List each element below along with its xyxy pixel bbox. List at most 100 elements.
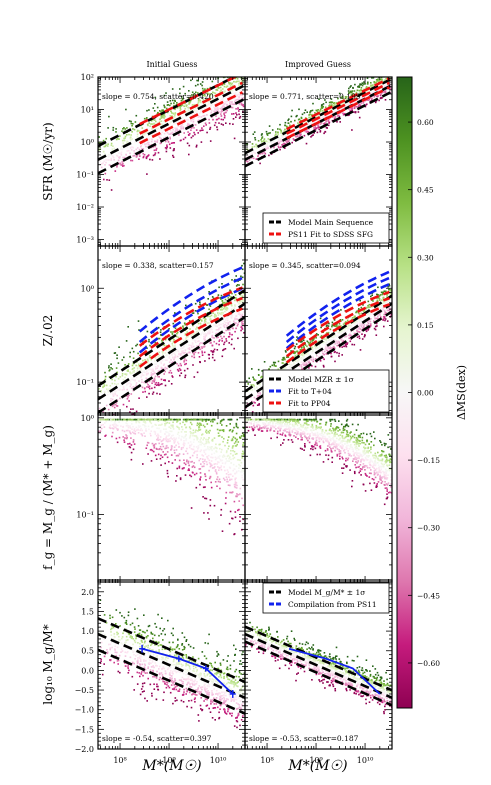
- data-point: [176, 349, 179, 352]
- data-point: [131, 378, 134, 381]
- data-point: [216, 332, 218, 335]
- data-point: [327, 331, 330, 334]
- legend-label: Model MZR ± 1σ: [288, 375, 354, 384]
- data-point: [194, 351, 197, 354]
- data-point: [193, 345, 195, 348]
- data-point: [333, 336, 335, 339]
- data-point: [115, 383, 118, 386]
- data-point: [242, 283, 244, 286]
- data-point: [197, 352, 200, 354]
- data-point: [325, 101, 327, 104]
- data-point: [214, 313, 216, 316]
- data-point: [287, 119, 289, 122]
- data-point: [348, 334, 350, 337]
- data-point: [342, 331, 344, 334]
- data-point: [304, 130, 306, 132]
- data-point: [201, 352, 204, 354]
- data-point: [320, 106, 323, 108]
- data-point: [238, 93, 241, 96]
- data-point: [129, 372, 132, 375]
- data-point: [298, 118, 301, 120]
- data-point: [390, 289, 392, 291]
- data-point: [181, 351, 184, 354]
- data-point: [243, 479, 245, 481]
- data-point: [127, 383, 129, 385]
- data-point: [152, 129, 155, 131]
- slope-annotation: slope = 0.771, scatter=0.199: [249, 92, 361, 101]
- data-point: [339, 121, 341, 123]
- data-point: [333, 345, 335, 348]
- data-point: [183, 359, 185, 362]
- data-point: [296, 360, 298, 363]
- data-point: [330, 352, 332, 355]
- data-point: [324, 343, 326, 346]
- data-point: [210, 105, 212, 107]
- data-point: [247, 280, 249, 282]
- data-point: [279, 148, 281, 151]
- data-point: [213, 337, 215, 339]
- data-point: [300, 357, 303, 359]
- data-point: [367, 304, 369, 307]
- data-point: [218, 122, 220, 124]
- data-point: [271, 364, 274, 367]
- data-point: [358, 323, 361, 325]
- fit2-line: [285, 303, 390, 364]
- data-point: [160, 378, 163, 381]
- data-point: [372, 312, 375, 315]
- data-point: [183, 346, 185, 348]
- data-point: [344, 343, 347, 345]
- data-point: [198, 112, 201, 115]
- data-point: [179, 126, 182, 128]
- data-point: [201, 87, 204, 90]
- data-point: [110, 397, 112, 400]
- data-point: [319, 116, 322, 118]
- data-point: [226, 100, 229, 103]
- slope-annotation: slope = 0.338, scatter=0.157: [102, 261, 214, 270]
- data-point: [115, 131, 117, 133]
- data-point: [344, 103, 346, 105]
- data-point: [115, 402, 118, 404]
- data-point: [246, 303, 248, 305]
- data-point: [365, 87, 367, 89]
- data-point: [155, 120, 157, 123]
- data-point: [376, 317, 378, 320]
- data-point: [161, 123, 164, 126]
- data-point: [159, 383, 162, 386]
- data-point: [290, 366, 292, 369]
- data-point: [179, 139, 182, 142]
- data-point: [132, 413, 135, 415]
- data-point: [177, 125, 180, 127]
- data-point: [278, 141, 281, 144]
- data-point: [334, 351, 336, 353]
- data-point: [152, 118, 154, 121]
- data-point: [299, 134, 301, 137]
- data-point: [123, 127, 125, 129]
- plot-area: [98, 77, 245, 191]
- data-point: [394, 80, 396, 82]
- data-point: [137, 320, 140, 322]
- data-point: [319, 130, 322, 132]
- data-point: [351, 107, 354, 110]
- data-point: [105, 158, 107, 161]
- data-point: [157, 357, 160, 359]
- data-point: [192, 135, 194, 137]
- data-point: [322, 103, 325, 105]
- data-point: [174, 327, 177, 329]
- data-point: [120, 148, 122, 151]
- data-point: [261, 370, 263, 372]
- data-point: [367, 82, 369, 85]
- data-point: [180, 372, 183, 374]
- data-point: [340, 331, 342, 334]
- data-point: [298, 133, 300, 136]
- data-point: [156, 128, 159, 131]
- data-point: [207, 329, 210, 332]
- data-point: [202, 496, 204, 498]
- data-point: [335, 324, 337, 326]
- data-point: [216, 126, 218, 128]
- data-point: [194, 133, 196, 136]
- data-point: [268, 154, 270, 157]
- data-point: [117, 388, 119, 391]
- data-point: [336, 340, 338, 343]
- data-point: [220, 118, 223, 121]
